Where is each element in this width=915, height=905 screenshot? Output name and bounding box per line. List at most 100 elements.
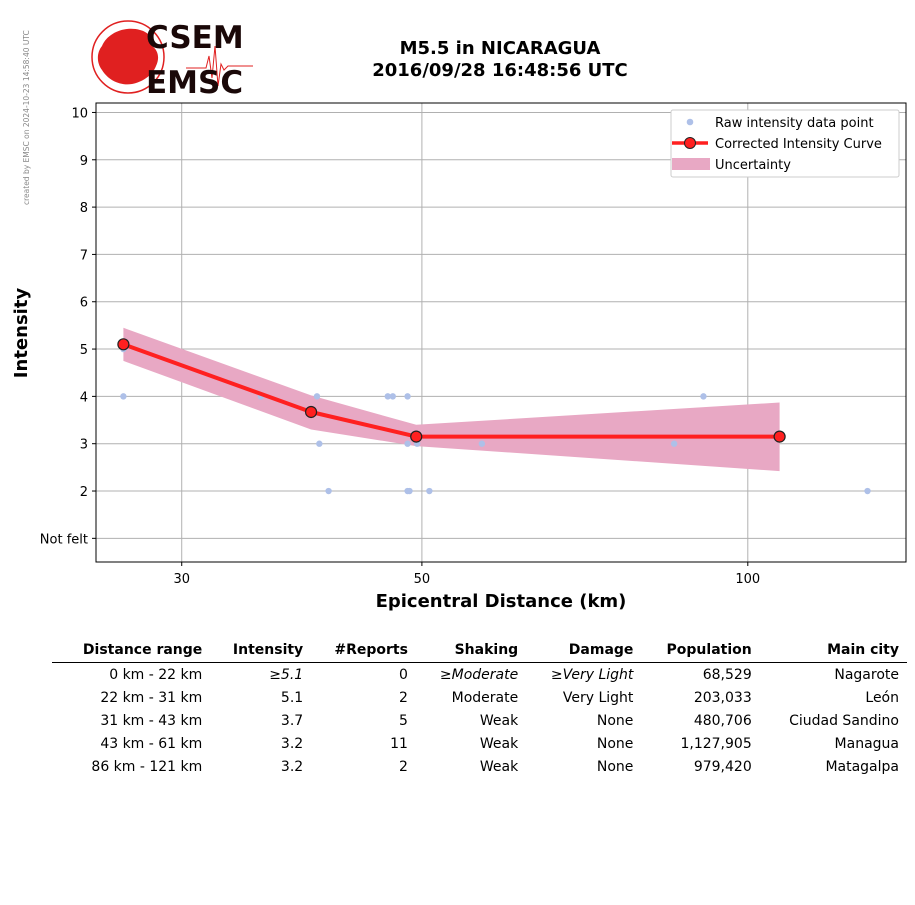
cell-intensity: ≥5.1	[269, 667, 304, 683]
raw-data-point	[478, 440, 486, 447]
cell-city: Ciudad Sandino	[789, 713, 899, 729]
y-tick-label: 10	[71, 106, 88, 121]
logo-seismogram	[186, 45, 253, 87]
legend-uncertainty-label: Uncertainty	[715, 158, 791, 173]
legend-raw-label: Raw intensity data point	[715, 116, 874, 131]
intensity-curve	[117, 338, 786, 443]
cell-population: 203,033	[693, 690, 752, 706]
cell-reports: 2	[399, 690, 408, 706]
y-axis-label: Intensity	[11, 288, 32, 379]
cell-shaking: Moderate	[451, 690, 519, 706]
legend-box	[670, 109, 900, 178]
header-main-city: Main city	[827, 642, 899, 658]
raw-data-point	[325, 487, 332, 495]
csem-emsc-logo: CSEM EMSC	[91, 20, 253, 98]
curve-line	[122, 342, 780, 439]
header-shaking: Shaking	[454, 642, 519, 658]
y-tick-label: Not felt	[40, 532, 88, 547]
logo-text-csem: CSEM	[146, 20, 244, 56]
cell-population: 480,706	[693, 713, 752, 729]
cell-city: Matagalpa	[825, 759, 899, 775]
x-tick-label: 50	[414, 572, 431, 587]
cell-population: 68,529	[702, 667, 752, 683]
table-header-row: Distance range Intensity #Reports Shakin…	[52, 640, 907, 663]
cell-shaking: ≥Moderate	[439, 667, 519, 683]
cell-population: 979,420	[693, 759, 752, 775]
table-row: 43 km - 61 km 3.2 11 Weak None 1,127,905…	[52, 732, 907, 755]
plot-frame	[95, 102, 907, 563]
cell-population: 1,127,905	[680, 736, 752, 752]
legend-raw-marker	[686, 118, 694, 126]
cell-damage: None	[596, 736, 634, 752]
cell-reports: 11	[390, 736, 408, 752]
raw-data-point	[404, 393, 411, 400]
curve-marker	[117, 338, 130, 351]
legend-curve-label: Corrected Intensity Curve	[715, 137, 882, 152]
y-tick-label: 8	[80, 201, 88, 216]
cell-distance: 22 km - 31 km	[100, 690, 203, 706]
logo-text-emsc: EMSC	[146, 65, 243, 98]
legend: Raw intensity data point Corrected Inten…	[670, 109, 900, 178]
cell-damage: None	[596, 713, 634, 729]
raw-data-point	[406, 487, 413, 495]
y-tick-label: 6	[80, 296, 88, 311]
cell-reports: 5	[399, 713, 408, 729]
x-axis-label: Epicentral Distance (km)	[376, 591, 627, 612]
cell-city: Managua	[834, 736, 899, 752]
cell-distance: 43 km - 61 km	[100, 736, 203, 752]
cell-intensity: 3.7	[280, 713, 304, 729]
y-tick-label: 7	[80, 248, 88, 263]
curve-marker	[304, 405, 318, 419]
legend-curve-marker	[684, 137, 696, 149]
intensity-chart: Not felt 2 3 4 5 6 7 8 9 10 30 50 100 Epicentral Dis…	[11, 102, 907, 612]
y-tick-label: 4	[80, 390, 88, 405]
cell-damage: None	[596, 759, 634, 775]
cell-damage: Very Light	[562, 690, 634, 706]
raw-data-point	[404, 440, 411, 447]
cell-shaking: Weak	[479, 736, 519, 752]
x-tick-label: 100	[735, 572, 760, 587]
logo-map	[97, 28, 159, 85]
raw-data-point	[389, 393, 397, 400]
raw-data-point	[316, 440, 323, 447]
header-damage: Damage	[568, 642, 634, 658]
cell-damage: ≥Very Light	[550, 667, 634, 683]
x-tick-label: 30	[173, 572, 190, 587]
y-tick-label: 5	[80, 343, 88, 358]
cell-shaking: Weak	[479, 759, 519, 775]
table-row: 86 km - 121 km 3.2 2 Weak None 979,420 M…	[52, 755, 907, 778]
cell-shaking: Weak	[479, 713, 519, 729]
raw-data-point	[700, 393, 707, 400]
raw-data-point	[384, 393, 391, 400]
header-reports: #Reports	[334, 642, 408, 658]
curve-marker	[773, 430, 786, 443]
raw-data-point	[670, 440, 678, 447]
header-population: Population	[666, 642, 752, 658]
curve-marker	[410, 430, 423, 443]
table-row: 22 km - 31 km 5.1 2 Moderate Very Light …	[52, 686, 907, 709]
legend-uncertainty-swatch	[672, 158, 710, 170]
cell-city: León	[865, 690, 899, 706]
cell-intensity: 3.2	[280, 736, 304, 752]
header-intensity: Intensity	[232, 642, 304, 658]
cell-reports: 2	[399, 759, 408, 775]
raw-data-point	[864, 487, 871, 495]
table-row: 31 km - 43 km 3.7 5 Weak None 480,706 Ci…	[52, 709, 907, 732]
table-row: 0 km - 22 km ≥5.1 0 ≥Moderate ≥Very Ligh…	[52, 663, 907, 687]
cell-intensity: 3.2	[280, 759, 304, 775]
raw-data-point	[120, 393, 127, 400]
header-distance-range: Distance range	[82, 642, 203, 658]
chart-title-line2: 2016/09/28 16:48:56 UTC	[372, 60, 628, 81]
raw-data-point	[313, 393, 321, 400]
y-tick-label: 9	[80, 154, 88, 169]
cell-distance: 86 km - 121 km	[91, 759, 203, 775]
y-tick-label: 2	[80, 485, 88, 500]
cell-city: Nagarote	[834, 667, 899, 683]
cell-distance: 31 km - 43 km	[100, 713, 203, 729]
axis-ticks: Not felt 2 3 4 5 6 7 8 9 10 30 50 100	[40, 106, 760, 587]
cell-intensity: 5.1	[280, 690, 304, 706]
intensity-table: Distance range Intensity #Reports Shakin…	[52, 640, 907, 778]
cell-reports: 0	[399, 667, 408, 683]
cell-distance: 0 km - 22 km	[109, 667, 203, 683]
raw-data-point	[426, 487, 433, 495]
